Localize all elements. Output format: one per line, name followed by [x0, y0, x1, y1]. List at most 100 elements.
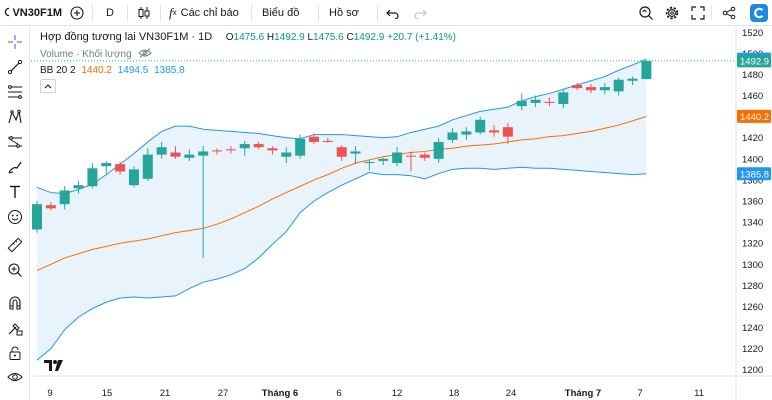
- fullscreen-icon: [691, 5, 705, 20]
- candle-body: [419, 154, 430, 158]
- candle-body: [461, 131, 472, 135]
- emoji-tool[interactable]: [4, 206, 26, 228]
- lower-band-tag: 1385.8: [740, 169, 769, 180]
- tv-logo-icon: [44, 360, 63, 371]
- price-tick-label: 1280: [742, 281, 763, 292]
- ohlc-change: +20.7 (+1.41%): [387, 32, 457, 43]
- candle-body: [115, 164, 126, 172]
- chart-style-button[interactable]: [128, 0, 160, 26]
- ohlc-open-label: O: [225, 32, 234, 43]
- candle-body: [267, 148, 278, 151]
- price-tick-label: 1240: [742, 323, 763, 334]
- fib-tool[interactable]: [4, 81, 26, 103]
- quick-search-icon: [639, 5, 653, 20]
- candle-body: [198, 151, 209, 156]
- interval-button[interactable]: D: [93, 0, 127, 26]
- ohlc-close-value: 1492.9: [353, 32, 385, 43]
- time-tick-label: Tháng 6: [262, 388, 298, 399]
- candle-body: [156, 147, 167, 155]
- time-tick-label: 7: [637, 388, 642, 399]
- redo-button[interactable]: [408, 0, 432, 26]
- quick-search-button[interactable]: [633, 0, 659, 26]
- drawing-toolbar: [0, 26, 30, 400]
- price-tick-label: 1400: [742, 154, 763, 165]
- candle-body: [516, 100, 527, 107]
- fullscreen-button[interactable]: [685, 0, 711, 26]
- lock-drawings-tool[interactable]: [4, 317, 26, 339]
- indicators-label: Các chỉ báo: [180, 6, 239, 19]
- candle-body: [142, 154, 153, 179]
- profile-button[interactable]: Hồ sơ: [319, 0, 377, 26]
- candle-body: [489, 130, 500, 133]
- candle-body: [572, 85, 583, 89]
- bb-lower-value: 1385.8: [154, 65, 185, 76]
- candle-body: [613, 79, 624, 92]
- candle-body: [225, 149, 236, 151]
- bb-lower-line: [36, 166, 647, 361]
- price-tick-label: 1220: [742, 344, 763, 355]
- brush-tool[interactable]: [4, 156, 26, 178]
- crosshair-icon: [8, 35, 22, 49]
- trend-line-tool[interactable]: [4, 56, 26, 78]
- hidden-eye-icon[interactable]: [138, 48, 153, 58]
- time-tick-label: 12: [392, 388, 403, 399]
- time-tick-label: 11: [694, 388, 704, 399]
- volume-legend[interactable]: Volume · Khối lượng: [40, 48, 153, 60]
- price-tick-label: 1460: [742, 91, 763, 102]
- undo-icon: [386, 9, 399, 19]
- magnet-tool[interactable]: [4, 292, 26, 314]
- text-tool[interactable]: [4, 181, 26, 203]
- candle-body: [641, 60, 652, 80]
- candle-body: [73, 185, 84, 189]
- symbol-label: VN30F1M: [12, 6, 62, 19]
- bb-legend[interactable]: BB 20 2 1440.2 1494.5 1385.8: [40, 65, 185, 76]
- visibility-tool[interactable]: [4, 366, 26, 388]
- crosshair-tool[interactable]: [4, 31, 26, 53]
- candle-body: [101, 163, 112, 167]
- candle-body: [364, 161, 375, 164]
- toolbar-divider: [92, 4, 93, 21]
- pattern-tool[interactable]: [4, 106, 26, 128]
- candle-body: [59, 190, 70, 205]
- settings-button[interactable]: [659, 0, 685, 26]
- candle-body: [322, 140, 333, 142]
- price-tick-label: 1420: [742, 133, 763, 144]
- candle-body: [87, 168, 98, 187]
- symbol-search-button[interactable]: VN30F1M: [0, 0, 62, 26]
- series-legend: Hợp đồng tương lai VN30F1M · 1D O1475.6 …: [40, 31, 456, 43]
- eye-icon: [7, 373, 23, 381]
- price-tick-label: 1200: [742, 365, 763, 376]
- lock-tool[interactable]: [4, 342, 26, 364]
- brand-logo[interactable]: [746, 0, 772, 26]
- forecast-icon: [8, 136, 22, 148]
- time-tick-label: 27: [218, 388, 229, 399]
- candle-body: [253, 144, 264, 148]
- ohlc-high-label: H: [266, 32, 275, 43]
- ohlc-high-value: 1492.9: [274, 32, 305, 43]
- collapse-legend-button[interactable]: [40, 79, 56, 93]
- candle-body: [405, 155, 416, 157]
- pattern-icon: [8, 109, 22, 124]
- forecast-tool[interactable]: [4, 131, 26, 153]
- zoom-in-tool[interactable]: [4, 259, 26, 281]
- ohlc-open-value: 1475.6: [233, 32, 265, 43]
- candle-body: [184, 154, 195, 158]
- mid-band-tag-bg: [737, 109, 771, 123]
- zoom-in-icon: [8, 263, 22, 277]
- candle-body: [599, 87, 610, 91]
- time-tick-label: 6: [336, 388, 341, 399]
- undo-button[interactable]: [378, 0, 408, 26]
- chart-type-button[interactable]: Biểu đồ: [252, 0, 318, 26]
- ruler-tool[interactable]: [4, 234, 26, 256]
- add-symbol-button[interactable]: [62, 0, 92, 26]
- candle-body: [295, 138, 306, 156]
- series-title[interactable]: Hợp đồng tương lai VN30F1M · 1D: [40, 31, 213, 43]
- tv-logo[interactable]: [42, 356, 66, 374]
- price-tick-label: 1340: [742, 218, 763, 229]
- share-button[interactable]: [712, 0, 746, 26]
- last-price-tag: 1492.9: [740, 56, 769, 67]
- candle-body: [447, 132, 458, 140]
